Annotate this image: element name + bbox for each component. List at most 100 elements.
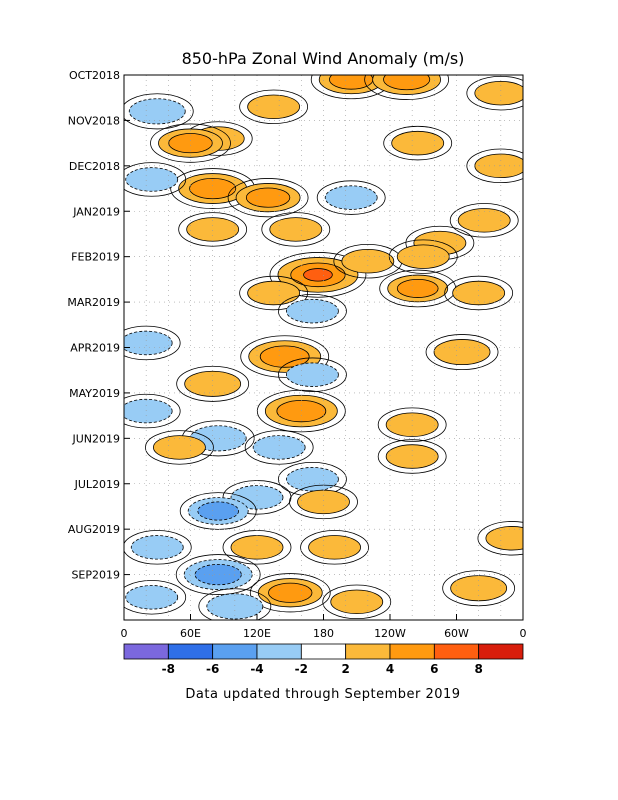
contour-line — [377, 407, 447, 442]
colorbar-swatch — [212, 643, 258, 660]
contour-line — [278, 357, 347, 392]
anomaly-contour-fill — [383, 75, 431, 91]
y-axis: OCT2018 NOV2018 DEC2018 JAN2019 FEB2019 MAR20… — [67, 69, 130, 582]
contour-line — [124, 325, 181, 361]
contour-line — [239, 275, 309, 311]
anomaly-contour-fill — [308, 535, 361, 560]
anomaly-feature — [124, 580, 187, 615]
colorbar-swatch — [300, 643, 347, 660]
contour-line — [145, 430, 214, 465]
colorbar-tick-label: -8 — [162, 662, 175, 676]
anomaly-contour-fill — [330, 589, 384, 615]
y-tick-label: JUN2019 — [71, 432, 120, 445]
footer-note: Data updated through September 2019 — [185, 687, 460, 702]
y-tick-label: NOV2018 — [68, 114, 120, 127]
anomaly-contour-fill — [168, 133, 213, 154]
anomaly-contour-fill — [396, 278, 439, 298]
y-tick-label: APR2019 — [70, 342, 120, 355]
contour-line — [124, 393, 181, 429]
anomaly-contour-fill — [433, 339, 491, 366]
anomaly-contour-fill — [391, 130, 445, 156]
y-tick-label: OCT2018 — [69, 69, 120, 82]
y-tick-label: JUL2019 — [74, 478, 120, 491]
anomaly-contour-fill — [206, 593, 264, 620]
anomaly-feature — [377, 407, 447, 442]
y-tick-label: MAY2019 — [69, 387, 120, 400]
colorbar-tick-label: 8 — [474, 662, 482, 676]
anomaly-feature — [176, 365, 250, 402]
anomaly-feature — [379, 269, 457, 308]
anomaly-contour-fill — [189, 177, 237, 200]
anomaly-contour-fill — [197, 501, 240, 521]
anomaly-feature — [444, 275, 514, 311]
x-tick-label: 60E — [180, 627, 201, 640]
x-tick-label: 0 — [121, 627, 128, 640]
anomaly-feature — [249, 573, 331, 613]
anomaly-contour-fill — [245, 187, 291, 208]
anomaly-contour-fill — [286, 362, 339, 387]
colorbar-tick-label: -4 — [250, 662, 263, 676]
x-tick-label: 60W — [444, 627, 469, 640]
anomaly-contour-fill — [450, 575, 508, 602]
anomaly-feature — [466, 75, 523, 111]
anomaly-contour-fill — [457, 208, 511, 233]
contour-line — [383, 125, 453, 161]
anomaly-contour-fill — [286, 467, 339, 492]
x-axis: 0 60E 120E 180 120W 60W 0 — [121, 614, 527, 640]
anomaly-feature — [124, 393, 181, 429]
contour-line — [227, 178, 309, 218]
anomaly-feature — [124, 530, 192, 565]
y-tick-label: AUG2019 — [68, 523, 120, 536]
anomaly-contour-fill — [396, 244, 450, 269]
contour-line — [124, 530, 192, 565]
anomaly-feature — [179, 492, 257, 530]
anomaly-feature — [175, 554, 261, 595]
contour-line — [249, 573, 331, 613]
x-tick-label: 0 — [520, 627, 527, 640]
anomaly-contour-fill — [329, 75, 374, 90]
anomaly-field — [124, 75, 523, 620]
anomaly-feature — [316, 180, 386, 215]
contour-line — [198, 588, 272, 620]
anomaly-feature — [310, 75, 392, 100]
contour-line — [444, 275, 514, 311]
anomaly-contour-fill — [385, 444, 439, 469]
contour-line — [449, 203, 519, 238]
anomaly-contour-fill — [268, 582, 313, 603]
anomaly-contour-fill — [128, 98, 186, 125]
contour-line — [124, 162, 187, 197]
contour-line — [124, 580, 187, 615]
contour-line — [176, 365, 250, 402]
chart-title: 850-hPa Zonal Wind Anomaly (m/s) — [182, 49, 465, 68]
colorbar-tick-label: -2 — [295, 662, 308, 676]
anomaly-contour-fill — [324, 185, 378, 210]
y-tick-label: JAN2019 — [72, 205, 120, 218]
anomaly-contour-fill — [286, 298, 339, 324]
contour-line — [425, 334, 499, 371]
anomaly-feature — [377, 439, 447, 474]
anomaly-feature — [227, 178, 309, 218]
y-tick-label: MAR2019 — [67, 296, 120, 309]
anomaly-contour-fill — [194, 563, 242, 586]
anomaly-feature — [449, 203, 519, 238]
colorbar-tick-label: 4 — [386, 662, 394, 676]
anomaly-feature — [178, 212, 248, 247]
colorbar-swatch — [123, 643, 169, 660]
x-tick-label: 120W — [374, 627, 406, 640]
anomaly-feature — [150, 123, 231, 163]
anomaly-feature — [333, 244, 403, 279]
contour-line — [466, 148, 523, 184]
anomaly-feature — [239, 275, 309, 311]
contour-line — [261, 212, 331, 247]
contour-line — [316, 180, 386, 215]
y-tick-label: DEC2018 — [69, 160, 120, 173]
anomaly-feature — [145, 430, 214, 465]
anomaly-feature — [278, 357, 347, 392]
anomaly-feature — [256, 389, 346, 433]
anomaly-feature — [239, 89, 309, 124]
contour-line — [178, 212, 248, 247]
anomaly-feature — [477, 521, 523, 556]
grid-lines — [124, 74, 523, 620]
y-tick-label: SEP2019 — [71, 569, 120, 582]
anomaly-contour-fill — [130, 535, 184, 560]
